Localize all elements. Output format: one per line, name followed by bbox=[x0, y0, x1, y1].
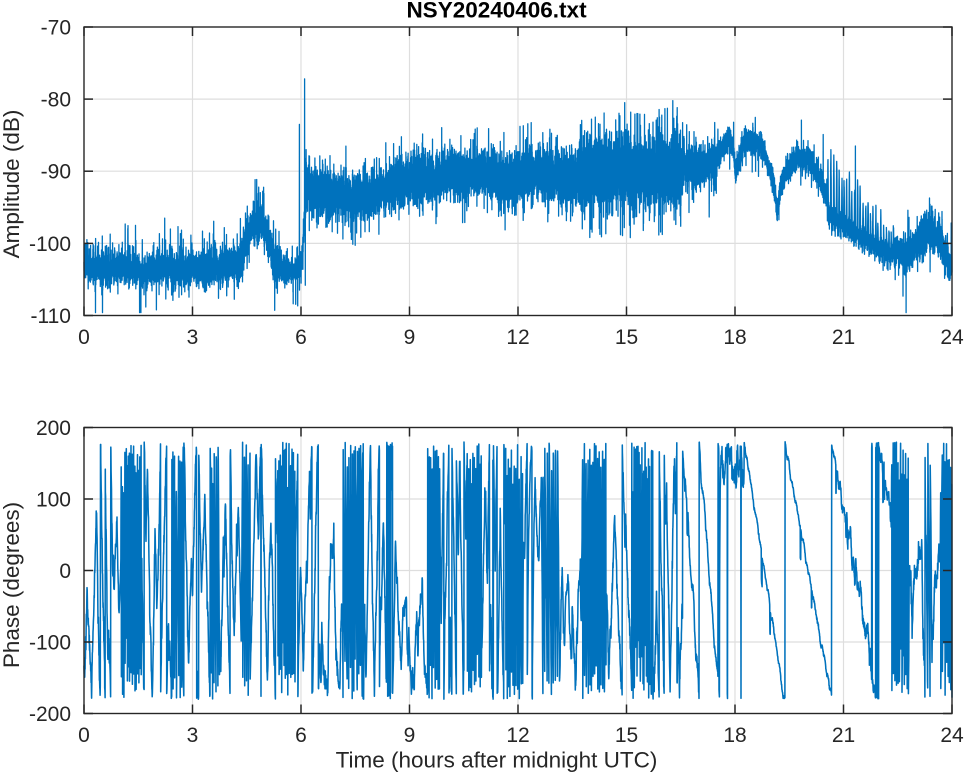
svg-text:-100: -100 bbox=[29, 632, 71, 655]
svg-text:9: 9 bbox=[404, 724, 416, 747]
svg-text:15: 15 bbox=[615, 724, 638, 747]
svg-text:3: 3 bbox=[187, 326, 199, 349]
svg-text:21: 21 bbox=[832, 724, 855, 747]
svg-text:9: 9 bbox=[404, 326, 416, 349]
svg-text:24: 24 bbox=[940, 724, 964, 747]
svg-text:200: 200 bbox=[36, 417, 71, 440]
svg-text:-100: -100 bbox=[29, 233, 71, 256]
svg-text:Phase (degrees): Phase (degrees) bbox=[0, 502, 24, 668]
svg-text:3: 3 bbox=[187, 724, 199, 747]
svg-text:-90: -90 bbox=[41, 161, 71, 184]
svg-text:Amplitude (dB): Amplitude (dB) bbox=[0, 110, 24, 259]
svg-text:0: 0 bbox=[78, 326, 90, 349]
svg-text:-80: -80 bbox=[41, 89, 71, 112]
svg-text:12: 12 bbox=[506, 724, 529, 747]
svg-text:21: 21 bbox=[832, 326, 855, 349]
svg-text:24: 24 bbox=[940, 326, 964, 349]
svg-text:-200: -200 bbox=[29, 703, 71, 726]
svg-text:18: 18 bbox=[723, 724, 746, 747]
svg-text:NSY20240406.txt: NSY20240406.txt bbox=[406, 0, 587, 22]
svg-text:0: 0 bbox=[59, 560, 71, 583]
svg-text:12: 12 bbox=[506, 326, 529, 349]
svg-text:0: 0 bbox=[78, 724, 90, 747]
svg-text:15: 15 bbox=[615, 326, 638, 349]
svg-text:6: 6 bbox=[295, 326, 307, 349]
svg-text:-110: -110 bbox=[31, 305, 71, 328]
svg-text:18: 18 bbox=[723, 326, 746, 349]
svg-text:6: 6 bbox=[295, 724, 307, 747]
svg-text:-70: -70 bbox=[41, 17, 71, 40]
svg-text:100: 100 bbox=[36, 489, 71, 512]
svg-text:Time (hours after midnight UTC: Time (hours after midnight UTC) bbox=[336, 748, 658, 773]
